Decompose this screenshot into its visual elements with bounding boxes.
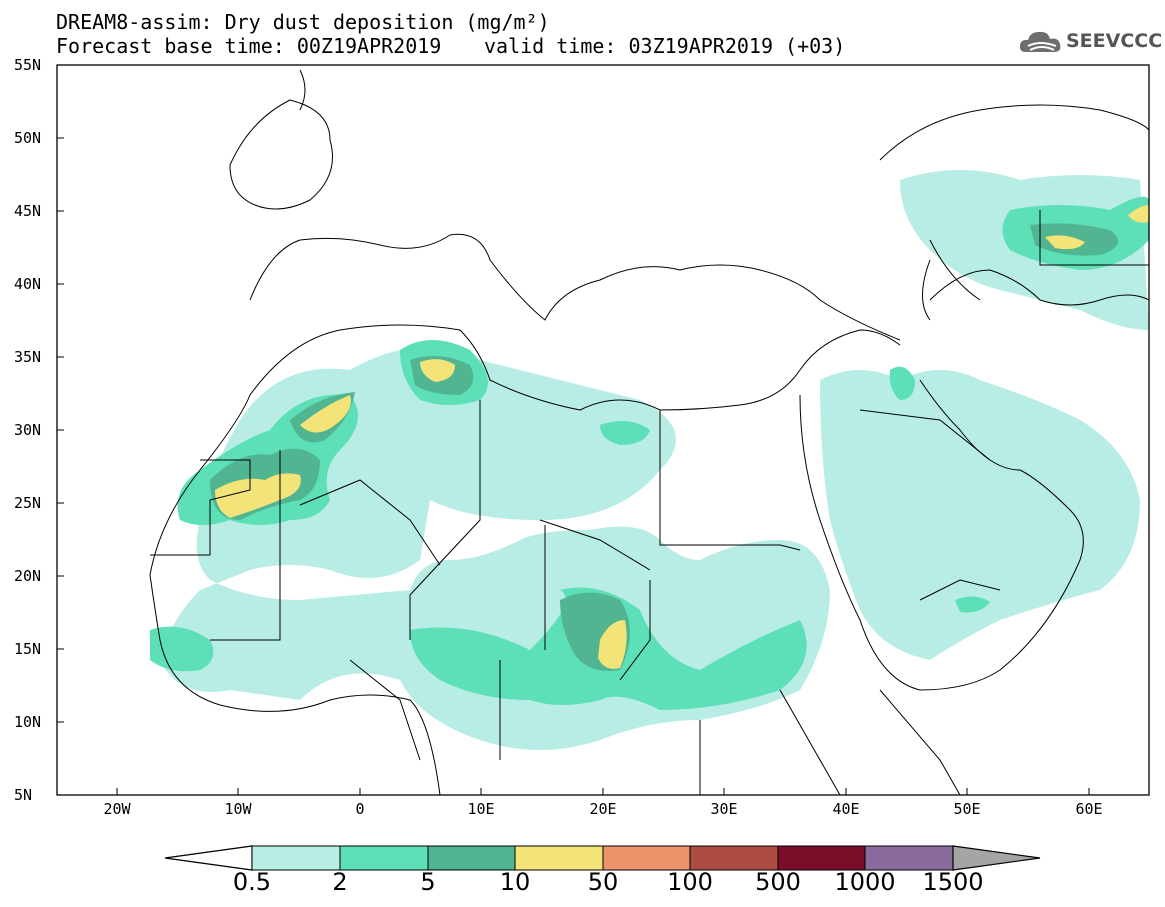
map-title: DREAM8-assim: Dry dust deposition (mg/m²… <box>56 10 550 34</box>
axis-ticks <box>57 64 1090 795</box>
colorbar-label-50: 50 <box>587 868 619 896</box>
colorbar-swatch-2 <box>339 845 429 871</box>
logo-text: SEEVCCC <box>1066 30 1163 52</box>
colorbar-swatch-100 <box>689 845 779 871</box>
colorbar-swatch-0.5 <box>251 845 341 871</box>
colorbar-label-100: 100 <box>667 868 713 896</box>
coastlines <box>149 69 1149 795</box>
lat-label-40n: 40N <box>14 275 42 293</box>
lon-label-20e: 20E <box>589 800 617 818</box>
colorbar-label-2: 2 <box>332 868 348 896</box>
seevccc-logo: SEEVCCC <box>1018 24 1162 58</box>
lon-label-20w: 20W <box>103 800 131 818</box>
lat-label-20n: 20N <box>14 567 42 585</box>
lat-label-10n: 10N <box>14 713 42 731</box>
colorbar-label-5: 5 <box>420 868 436 896</box>
colorbar <box>164 845 1041 871</box>
colorbar-label-1000: 1000 <box>834 868 896 896</box>
colorbar-under-triangle <box>164 845 253 871</box>
lon-label-50e: 50E <box>953 800 981 818</box>
dust-field <box>150 170 1149 750</box>
lat-label-45n: 45N <box>14 202 42 220</box>
colorbar-swatch-10 <box>514 845 604 871</box>
lat-label-25n: 25N <box>14 494 42 512</box>
lat-label-50n: 50N <box>14 129 42 147</box>
colorbar-label-0.5: 0.5 <box>232 868 272 896</box>
lon-label-60e: 60E <box>1075 800 1103 818</box>
lon-label-0: 0 <box>355 800 365 818</box>
colorbar-swatch-50 <box>602 845 691 871</box>
forecast-base-time: Forecast base time: 00Z19APR2019 <box>56 34 442 58</box>
colorbar-over-triangle <box>952 845 1041 871</box>
colorbar-label-500: 500 <box>755 868 801 896</box>
colorbar-swatch-1000 <box>864 845 954 871</box>
valid-time: valid time: 03Z19APR2019 (+03) <box>484 34 846 58</box>
lon-label-30e: 30E <box>710 800 738 818</box>
cloud-logo-icon <box>1019 31 1061 52</box>
lat-label-35n: 35N <box>14 348 42 366</box>
colorbar-label-1500: 1500 <box>922 868 984 896</box>
lon-label-10w: 10W <box>224 800 252 818</box>
lat-label-55n: 55N <box>14 56 42 74</box>
lon-label-40e: 40E <box>832 800 860 818</box>
colorbar-swatch-5 <box>427 845 516 871</box>
deposition-level-10 <box>215 205 1149 669</box>
lat-label-5n: 5N <box>14 786 33 804</box>
colorbar-swatch-500 <box>777 845 866 871</box>
lat-label-30n: 30N <box>14 421 42 439</box>
lon-label-10e: 10E <box>467 800 495 818</box>
colorbar-label-10: 10 <box>499 868 531 896</box>
lat-label-15n: 15N <box>14 640 42 658</box>
